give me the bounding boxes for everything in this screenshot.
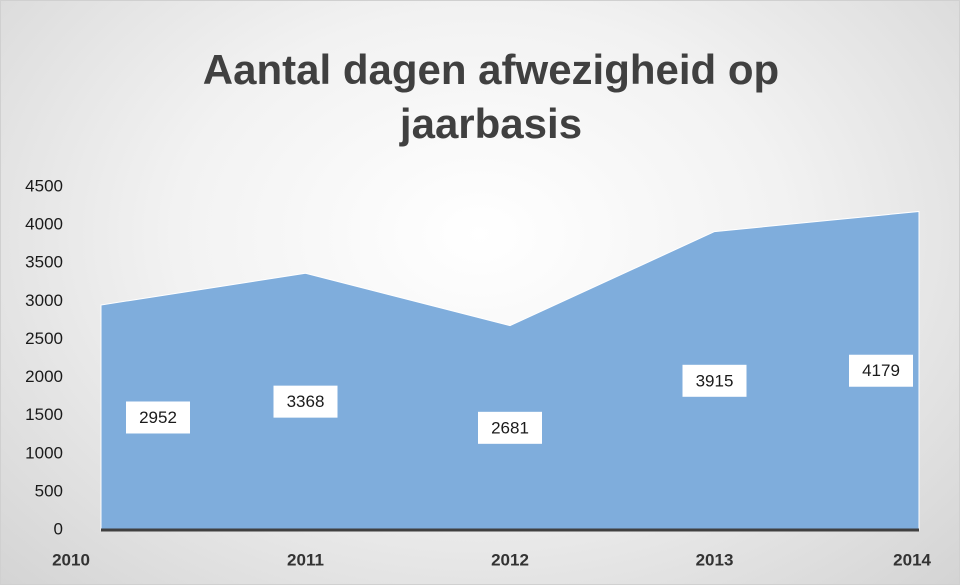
x-tick-label: 2010 [52,550,90,569]
data-label-box [682,364,747,397]
y-tick-label: 4500 [25,176,63,195]
y-tick-label: 4000 [25,215,63,234]
y-tick-label: 1500 [25,405,63,424]
y-tick-label: 3500 [25,253,63,272]
data-label: 4179 [862,361,900,380]
y-tick-label: 0 [54,519,63,538]
y-tick-label: 2000 [25,367,63,386]
y-tick-label: 2500 [25,329,63,348]
data-label-box [478,411,542,444]
x-tick-label: 2012 [491,550,529,569]
data-label: 3915 [696,371,734,390]
data-label: 2952 [139,408,177,427]
y-tick-label: 500 [35,481,63,500]
y-tick-label: 1000 [25,443,63,462]
data-label: 2681 [491,418,529,437]
x-tick-label: 2013 [696,550,734,569]
area [100,210,920,531]
x-tick-label: 2011 [287,550,324,569]
data-label-box [273,385,338,418]
chart-title: Aantal dagen afwezigheid op jaarbasis [202,46,780,147]
x-tick-label: 2014 [893,550,931,569]
data-label: 3368 [287,392,325,411]
data-label-box [126,401,190,434]
y-tick-label: 3000 [25,291,63,310]
data-label-box [849,354,913,387]
